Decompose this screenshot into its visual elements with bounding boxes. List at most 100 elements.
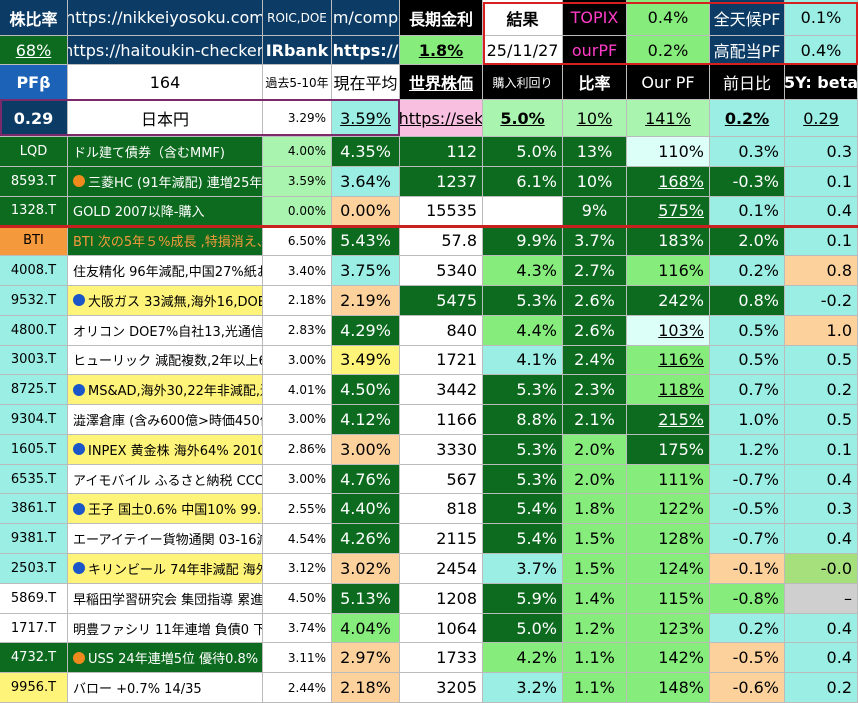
cell-text: 8725.T xyxy=(10,382,57,398)
cell-text: 1328.T xyxy=(10,203,57,219)
header-cell: 現在平均 xyxy=(332,65,400,100)
data-cell: 4.50% xyxy=(263,583,332,614)
data-cell: 3.00% xyxy=(263,464,332,495)
data-cell: 8593.T xyxy=(0,166,68,197)
cell-text: 0.2% xyxy=(738,618,779,638)
cell-text: -0.1% xyxy=(732,558,779,578)
cell-text: 6535.T xyxy=(10,471,57,487)
data-cell: 13% xyxy=(563,137,627,167)
header-cell: 購入利回り xyxy=(483,65,563,100)
cell-text: 3.59% xyxy=(287,174,326,189)
cell-text: 5.3% xyxy=(516,380,557,400)
header-cell: 株比率 xyxy=(0,0,68,36)
data-cell: 0.4 xyxy=(785,464,858,495)
data-cell: 3.74% xyxy=(263,613,332,644)
cell-text: 5.0% xyxy=(516,141,557,161)
data-cell: 2115 xyxy=(400,524,483,555)
data-cell: 5475 xyxy=(400,285,483,316)
data-cell: 2.0% xyxy=(563,464,627,495)
cell-text: 2.86% xyxy=(287,442,326,457)
data-cell: 1605.T xyxy=(0,434,68,465)
cell-text: 4.26% xyxy=(340,529,391,549)
cell-text: 4.04% xyxy=(340,618,391,638)
cell-text: 0.1 xyxy=(826,439,852,459)
header-cell: 全天候PF xyxy=(710,0,785,36)
cell-text: 5.4% xyxy=(516,499,557,519)
cell-text: キリンビール 74年非減配 海外4 xyxy=(88,562,263,578)
data-cell: 2503.T xyxy=(0,554,68,584)
data-cell: 3.11% xyxy=(263,643,332,674)
data-cell: 3.59% xyxy=(263,166,332,197)
cell-text: 4008.T xyxy=(10,263,57,279)
cell-text: – xyxy=(844,588,852,608)
cell-text: 1.1% xyxy=(574,678,615,698)
cell-text: om/compa xyxy=(332,8,399,27)
cell-text: 1721 xyxy=(436,350,477,370)
cell-text: 111% xyxy=(658,469,704,489)
cell-text: 日本円 xyxy=(140,110,189,129)
data-cell: 4.4% xyxy=(483,315,563,346)
cell-text: 澁澤倉庫 (含み600億>時価450億,ゴ xyxy=(73,413,262,429)
cell-text: 長期金利 xyxy=(408,9,473,29)
icon xyxy=(73,562,85,575)
cell-text: 2.3% xyxy=(574,380,615,400)
data-cell: 4.04% xyxy=(332,613,400,644)
cell-text: 5.3% xyxy=(516,469,557,489)
cell-text: 4.40% xyxy=(340,499,391,519)
data-cell: 2.55% xyxy=(263,494,332,525)
data-cell: 三菱HC (91年減配) 連増25年 xyxy=(68,166,263,197)
cell-text: 3442 xyxy=(436,380,477,400)
cell-text: 1166 xyxy=(436,409,477,429)
data-cell: 4.12% xyxy=(332,405,400,435)
data-cell: 5.0% xyxy=(483,613,563,644)
data-cell: 2.3% xyxy=(563,375,627,406)
data-cell: 575% xyxy=(627,196,710,227)
cell-text: 840 xyxy=(446,320,477,340)
data-cell: 4.40% xyxy=(332,494,400,525)
cell-text: 103% xyxy=(658,320,704,340)
cell-text: 2.1% xyxy=(574,409,615,429)
cell-text: 比率 xyxy=(578,74,611,93)
header-cell: 5Y: beta xyxy=(785,65,858,100)
data-cell: 110% xyxy=(627,137,710,167)
header-cell: ourPF xyxy=(563,36,627,65)
data-cell: 123% xyxy=(627,613,710,644)
icon xyxy=(73,383,85,396)
data-cell: 0.4 xyxy=(785,613,858,644)
data-cell: 215% xyxy=(627,405,710,435)
header-cell: 3.29% xyxy=(263,100,332,137)
header-cell: https://sek xyxy=(400,100,483,137)
data-cell: 0.1 xyxy=(785,434,858,465)
data-cell: 3330 xyxy=(400,434,483,465)
data-cell: 2.83% xyxy=(263,315,332,346)
cell-text: 3.75% xyxy=(340,261,391,281)
data-cell: 0.3 xyxy=(785,137,858,167)
cell-text: 0.4 xyxy=(826,618,852,638)
data-cell: 4008.T xyxy=(0,256,68,286)
cell-text: 116% xyxy=(658,350,704,370)
data-cell: 3442 xyxy=(400,375,483,406)
data-cell: 3.00% xyxy=(263,345,332,376)
data-cell: 4.35% xyxy=(332,137,400,167)
data-cell: 5.9% xyxy=(483,583,563,614)
data-cell: 1.4% xyxy=(563,583,627,614)
data-cell: 3205 xyxy=(400,673,483,703)
data-cell: 0.2 xyxy=(785,673,858,703)
cell-text: 4.50% xyxy=(340,380,391,400)
cell-text: 1208 xyxy=(436,588,477,608)
cell-text: 3861.T xyxy=(10,501,57,517)
icon xyxy=(73,175,85,188)
data-cell: 6.50% xyxy=(263,226,332,257)
cell-text: 2.6% xyxy=(574,290,615,310)
cell-text: 4.50% xyxy=(287,591,326,606)
data-cell: 2.19% xyxy=(332,285,400,316)
cell-text: -0.2 xyxy=(820,290,852,310)
cell-text: 3.00% xyxy=(287,352,326,367)
cell-text: 2.7% xyxy=(574,261,615,281)
data-cell: 5.3% xyxy=(483,285,563,316)
cell-text: 2503.T xyxy=(10,560,57,576)
cell-text: 三菱HC (91年減配) 連増25年 xyxy=(88,175,263,191)
data-cell: 5.3% xyxy=(483,375,563,406)
cell-text: 住友精化 96年減配,中国27%紙おむ xyxy=(73,265,263,281)
